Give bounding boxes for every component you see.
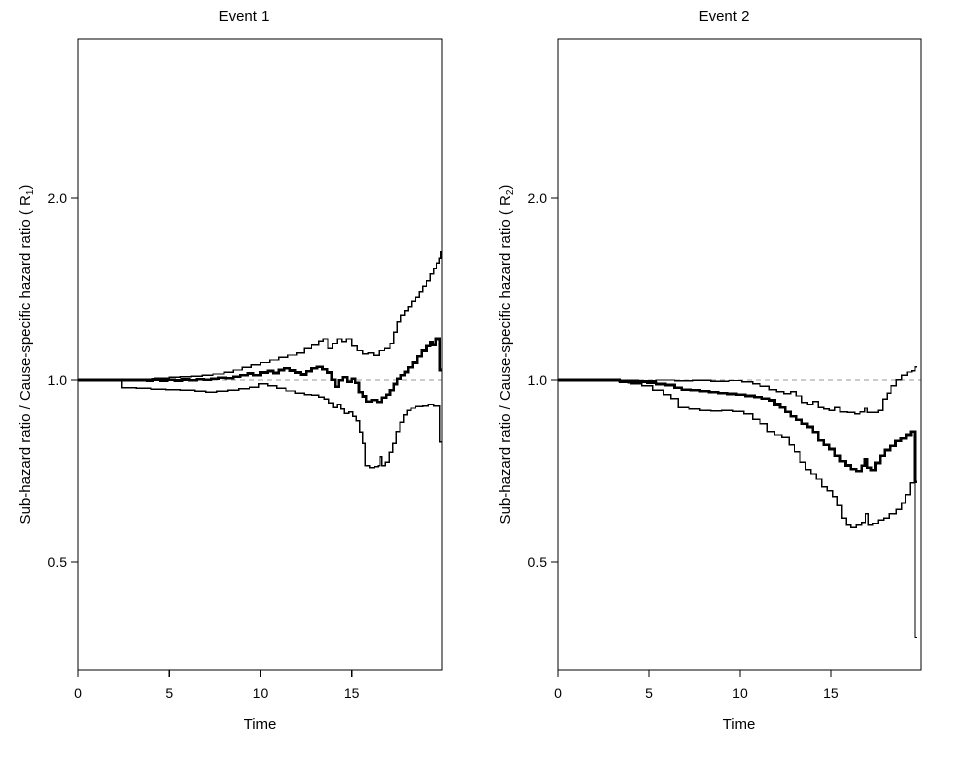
x-tick-label: 5 [165, 685, 173, 701]
x-tick-label: 0 [74, 685, 82, 701]
series-upper-ci [558, 366, 917, 415]
x-tick-label: 15 [823, 685, 839, 701]
panel-title: Event 1 [219, 8, 270, 25]
y-tick-label: 1.0 [48, 372, 68, 388]
y-tick-label: 0.5 [528, 554, 548, 570]
panel-border [557, 38, 922, 671]
y-axis-label: Sub-hazard ratio / Cause-specific hazard… [497, 185, 516, 525]
y-axis-label: Sub-hazard ratio / Cause-specific hazard… [17, 185, 36, 525]
x-tick-label: 0 [554, 685, 562, 701]
series-lower-ci [558, 379, 917, 639]
x-tick-label: 5 [645, 685, 653, 701]
series-lower-ci [78, 379, 442, 469]
y-tick-label: 0.5 [48, 554, 68, 570]
panel-event-2: Event 2 Time Sub-hazard ratio / Cause-sp… [497, 8, 922, 733]
y-tick-label: 2.0 [528, 190, 548, 206]
panel-border [77, 38, 443, 671]
x-axis-label: Time [723, 716, 756, 733]
series-estimate [558, 378, 917, 483]
series-estimate [78, 337, 442, 404]
x-axis-label: Time [244, 716, 277, 733]
x-tick-label: 10 [253, 685, 269, 701]
x-tick-label: 15 [344, 685, 360, 701]
series-upper-ci [78, 251, 442, 381]
panel-event-1: Event 1 Time Sub-hazard ratio / Cause-sp… [17, 8, 443, 733]
plot-area: 0 5 10 15 0.5 1.0 2.0 [48, 38, 443, 701]
plot-area: 0 5 10 15 0.5 1.0 2.0 [528, 38, 922, 701]
panel-title: Event 2 [699, 8, 750, 25]
x-tick-label: 10 [732, 685, 748, 701]
y-tick-label: 2.0 [48, 190, 68, 206]
y-tick-label: 1.0 [528, 372, 548, 388]
